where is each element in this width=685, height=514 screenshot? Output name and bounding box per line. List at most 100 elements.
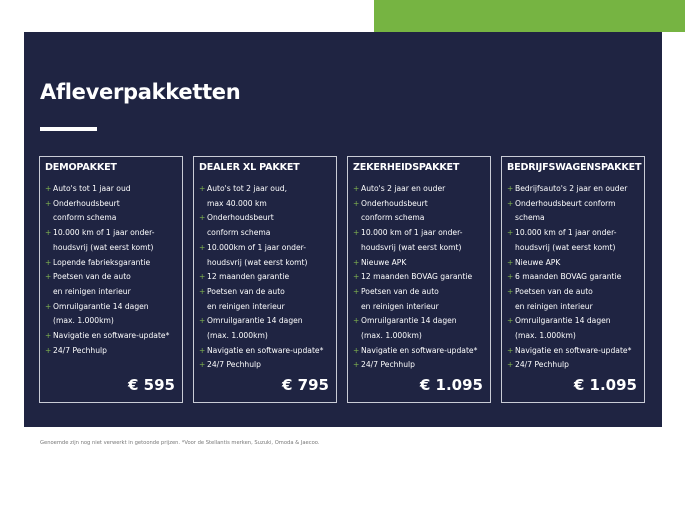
plus-icon: + bbox=[199, 213, 206, 223]
plus-icon: + bbox=[45, 198, 52, 208]
feature-item: + Onderhoudsbeurt conform schema bbox=[199, 211, 334, 240]
package-card: DEMOPAKKET + Auto's tot 1 jaar oud + Onderho… bbox=[39, 156, 183, 403]
feature-text: Omruilgarantie 14 dagen (max. 1.000km) bbox=[515, 316, 611, 341]
feature-item: + Nieuwe APK bbox=[507, 256, 642, 271]
plus-icon: + bbox=[507, 345, 514, 355]
green-accent-block bbox=[374, 0, 685, 32]
feature-item: + Bedrijfsauto's 2 jaar en ouder bbox=[507, 182, 642, 197]
feature-text: Omruilgarantie 14 dagen (max. 1.000km) bbox=[207, 316, 303, 341]
feature-item: + Omruilgarantie 14 dagen (max. 1.000km) bbox=[199, 314, 334, 343]
feature-item: + Omruilgarantie 14 dagen (max. 1.000km) bbox=[507, 314, 642, 343]
feature-item: + Omruilgarantie 14 dagen (max. 1.000km) bbox=[45, 300, 180, 329]
plus-icon: + bbox=[45, 301, 52, 311]
package-name: BEDRIJFSWAGENSPAKKET bbox=[507, 162, 642, 173]
package-price: € 795 bbox=[282, 376, 329, 394]
feature-item: +10.000 km of 1 jaar onder- houdsvrij (w… bbox=[507, 226, 642, 255]
package-features: + Auto's tot 2 jaar oud, max 40.000 km + On… bbox=[199, 182, 334, 373]
feature-item: + Poetsen van de auto en reinigen interie… bbox=[353, 285, 488, 314]
plus-icon: + bbox=[353, 198, 360, 208]
feature-item: + Navigatie en software-update* bbox=[353, 344, 488, 359]
plus-icon: + bbox=[353, 360, 360, 370]
feature-text: Poetsen van de auto en reinigen interieu… bbox=[515, 286, 593, 311]
feature-item: + Onderhoudsbeurt conform schema bbox=[507, 197, 642, 226]
feature-item: +24/7 Pechhulp bbox=[45, 344, 180, 359]
feature-item: + Poetsen van de auto en reinigen interie… bbox=[507, 285, 642, 314]
feature-text: Nieuwe APK bbox=[515, 257, 561, 267]
feature-item: + Auto's tot 2 jaar oud, max 40.000 km bbox=[199, 182, 334, 211]
package-card: BEDRIJFSWAGENSPAKKET + Bedrijfsauto's 2 ja… bbox=[501, 156, 645, 403]
package-name: ZEKERHEIDSPAKKET bbox=[353, 162, 460, 173]
plus-icon: + bbox=[199, 242, 206, 252]
plus-icon: + bbox=[45, 345, 52, 355]
plus-icon: + bbox=[199, 316, 206, 326]
feature-item: +24/7 Pechhulp bbox=[353, 358, 488, 373]
page-title: Afleverpakketten bbox=[40, 80, 241, 104]
package-card: ZEKERHEIDSPAKKET + Auto's 2 jaar en ouder +… bbox=[347, 156, 491, 403]
plus-icon: + bbox=[507, 316, 514, 326]
package-price: € 595 bbox=[128, 376, 175, 394]
feature-item: + Onderhoudsbeurt conform schema bbox=[45, 197, 180, 226]
package-features: + Bedrijfsauto's 2 jaar en ouder + Onderhou… bbox=[507, 182, 642, 373]
feature-text: Lopende fabrieksgarantie bbox=[53, 257, 151, 267]
feature-text: 12 maanden BOVAG garantie bbox=[361, 272, 473, 282]
plus-icon: + bbox=[199, 286, 206, 296]
plus-icon: + bbox=[507, 184, 514, 193]
feature-text: Poetsen van de auto en reinigen interieu… bbox=[207, 286, 285, 311]
feature-item: + Auto's 2 jaar en ouder bbox=[353, 182, 488, 197]
plus-icon: + bbox=[353, 184, 360, 193]
feature-text: Auto's 2 jaar en ouder bbox=[361, 184, 446, 193]
plus-icon: + bbox=[353, 345, 360, 355]
plus-icon: + bbox=[507, 360, 514, 370]
feature-text: 6 maanden BOVAG garantie bbox=[515, 272, 622, 282]
feature-item: + Navigatie en software-update* bbox=[507, 344, 642, 359]
feature-text: Onderhoudsbeurt conform schema bbox=[515, 198, 616, 223]
feature-text: Navigatie en software-update* bbox=[207, 345, 324, 355]
feature-item: +12 maanden garantie bbox=[199, 270, 334, 285]
feature-text: 10.000km of 1 jaar onder- houdsvrij (wat… bbox=[207, 242, 308, 267]
feature-text: Poetsen van de auto en reinigen interieu… bbox=[53, 272, 131, 296]
feature-item: + Navigatie en software-update* bbox=[45, 329, 180, 344]
feature-item: + Omruilgarantie 14 dagen (max. 1.000km) bbox=[353, 314, 488, 343]
packages-panel: Afleverpakketten DEMOPAKKET + Auto's tot 1… bbox=[24, 32, 662, 427]
feature-text: Onderhoudsbeurt conform schema bbox=[361, 198, 428, 223]
feature-text: 24/7 Pechhulp bbox=[515, 360, 569, 370]
plus-icon: + bbox=[199, 345, 206, 355]
feature-item: +10.000 km of 1 jaar onder- houdsvrij (w… bbox=[353, 226, 488, 255]
feature-text: 12 maanden garantie bbox=[207, 272, 290, 282]
feature-item: +10.000 km of 1 jaar onder- houdsvrij (w… bbox=[45, 226, 180, 255]
feature-text: Omruilgarantie 14 dagen (max. 1.000km) bbox=[53, 301, 149, 326]
package-name: DEALER XL PAKKET bbox=[199, 162, 300, 173]
plus-icon: + bbox=[45, 257, 52, 267]
feature-item: +6 maanden BOVAG garantie bbox=[507, 270, 642, 285]
plus-icon: + bbox=[507, 198, 514, 208]
footnote: Genoemde zijn nog niet verwerkt in getoo… bbox=[40, 440, 320, 446]
package-price: € 1.095 bbox=[573, 376, 637, 394]
feature-text: 10.000 km of 1 jaar onder- houdsvrij (wa… bbox=[515, 228, 617, 252]
plus-icon: + bbox=[507, 228, 514, 238]
feature-item: +12 maanden BOVAG garantie bbox=[353, 270, 488, 285]
feature-text: Onderhoudsbeurt conform schema bbox=[207, 213, 274, 238]
package-price: € 1.095 bbox=[419, 376, 483, 394]
plus-icon: + bbox=[507, 257, 514, 267]
package-card: DEALER XL PAKKET + Auto's tot 2 jaar oud, … bbox=[193, 156, 337, 403]
feature-text: Bedrijfsauto's 2 jaar en ouder bbox=[515, 184, 628, 193]
feature-item: + Poetsen van de auto en reinigen interie… bbox=[45, 270, 180, 299]
feature-item: +10.000km of 1 jaar onder- houdsvrij (wa… bbox=[199, 241, 334, 270]
feature-item: + Lopende fabrieksgarantie bbox=[45, 256, 180, 271]
plus-icon: + bbox=[199, 184, 206, 193]
feature-text: Nieuwe APK bbox=[361, 257, 407, 267]
feature-text: Auto's tot 1 jaar oud bbox=[53, 184, 131, 193]
package-name: DEMOPAKKET bbox=[45, 162, 117, 173]
plus-icon: + bbox=[353, 286, 360, 296]
plus-icon: + bbox=[507, 286, 514, 296]
feature-item: + Nieuwe APK bbox=[353, 256, 488, 271]
plus-icon: + bbox=[353, 316, 360, 326]
plus-icon: + bbox=[353, 257, 360, 267]
feature-text: Navigatie en software-update* bbox=[515, 345, 632, 355]
feature-item: +24/7 Pechhulp bbox=[507, 358, 642, 373]
feature-text: 10.000 km of 1 jaar onder- houdsvrij (wa… bbox=[361, 228, 463, 252]
plus-icon: + bbox=[507, 272, 514, 282]
plus-icon: + bbox=[199, 360, 206, 370]
feature-text: 24/7 Pechhulp bbox=[361, 360, 415, 370]
plus-icon: + bbox=[199, 272, 206, 282]
